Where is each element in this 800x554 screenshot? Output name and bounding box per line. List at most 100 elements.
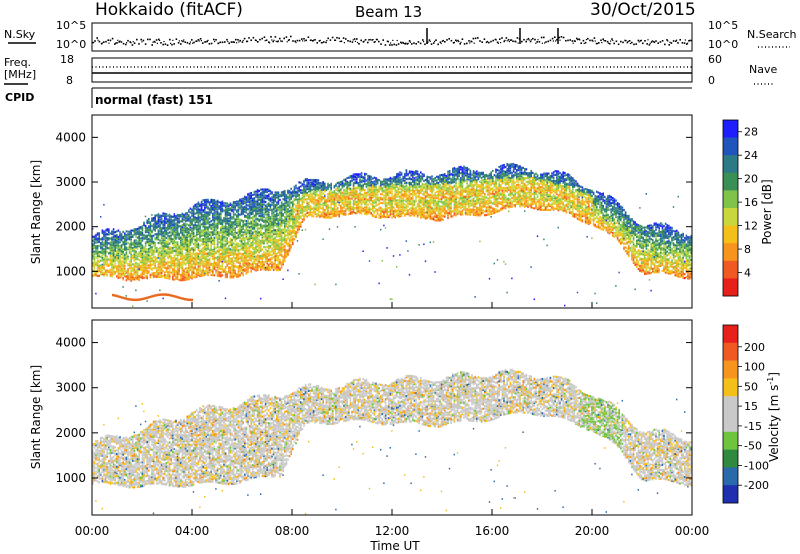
search-noise-point xyxy=(535,42,537,44)
echo-cell xyxy=(261,198,264,201)
echo-cell xyxy=(157,230,160,233)
echo-cell xyxy=(284,251,286,254)
echo-cell xyxy=(226,218,228,221)
echo-cell xyxy=(268,249,270,253)
echo-cell xyxy=(272,233,275,237)
echo-cell xyxy=(175,277,177,280)
scatter-point xyxy=(197,255,199,257)
echo-cell xyxy=(172,257,174,260)
echo-cell xyxy=(232,246,235,249)
echo-cell xyxy=(207,206,209,209)
echo-cell xyxy=(258,189,260,193)
echo-cell xyxy=(250,216,252,220)
echo-cell xyxy=(111,269,113,272)
echo-cell xyxy=(196,253,198,256)
echo-cell xyxy=(103,256,105,259)
echo-cell xyxy=(229,248,232,251)
echo-cell xyxy=(284,210,286,213)
echo-cell xyxy=(261,199,264,202)
echo-cell xyxy=(165,263,168,266)
echo-cell xyxy=(284,211,286,214)
echo-cell xyxy=(261,235,264,239)
echo-cell xyxy=(228,257,230,260)
echo-cell xyxy=(170,215,172,218)
echo-cell xyxy=(232,222,235,225)
echo-cell xyxy=(119,266,121,269)
echo-cell xyxy=(199,212,201,215)
echo-cell xyxy=(148,226,150,229)
echo-cell xyxy=(178,270,180,273)
echo-cell xyxy=(112,240,115,243)
echo-cell xyxy=(202,273,204,276)
echo-cell xyxy=(252,246,254,249)
scatter-point xyxy=(144,215,147,218)
echo-cell xyxy=(132,273,134,276)
echo-cell xyxy=(248,232,251,235)
echo-cell xyxy=(240,213,243,216)
echo-cell xyxy=(272,238,275,242)
echo-cell xyxy=(223,250,225,253)
echo-cell xyxy=(255,209,257,212)
echo-cell xyxy=(133,265,136,268)
echo-cell xyxy=(135,276,137,280)
echo-cell xyxy=(248,266,251,269)
echo-cell xyxy=(191,268,193,271)
search-noise-point xyxy=(473,42,475,44)
echo-cell xyxy=(133,228,136,231)
echo-cell xyxy=(122,242,124,245)
echo-cell xyxy=(218,272,220,275)
echo-cell xyxy=(151,252,153,255)
echo-cell xyxy=(183,260,185,263)
echo-cell xyxy=(242,210,244,213)
noise-point xyxy=(169,38,171,41)
scatter-point xyxy=(282,278,284,280)
echo-cell xyxy=(117,268,120,271)
echo-cell xyxy=(165,261,168,264)
echo-cell xyxy=(183,216,185,219)
echo-cell xyxy=(221,238,224,241)
echo-cell xyxy=(112,231,115,235)
echo-cell xyxy=(277,233,280,237)
echo-cell xyxy=(208,258,211,261)
echo-cell xyxy=(253,234,256,237)
echo-cell xyxy=(92,235,94,238)
echo-cell xyxy=(210,227,212,230)
echo-cell xyxy=(284,253,286,256)
echo-cell xyxy=(167,237,169,240)
echo-cell xyxy=(213,222,216,226)
echo-cell xyxy=(144,236,147,239)
echo-cell xyxy=(146,262,148,265)
echo-cell xyxy=(170,255,172,258)
echo-cell xyxy=(228,256,230,259)
echo-cell xyxy=(237,236,240,239)
echo-cell xyxy=(263,242,265,245)
echo-cell xyxy=(207,238,209,241)
echo-cell xyxy=(184,213,187,216)
echo-cell xyxy=(229,266,232,269)
echo-cell xyxy=(194,266,196,269)
search-noise-point xyxy=(181,40,183,42)
echo-cell xyxy=(264,234,267,237)
echo-cell xyxy=(168,216,171,219)
echo-cell xyxy=(197,210,200,213)
noise-point xyxy=(186,42,189,44)
echo-cell xyxy=(303,186,305,189)
echo-cell xyxy=(140,239,142,243)
echo-cell xyxy=(156,214,158,217)
echo-cell xyxy=(253,190,256,194)
echo-cell xyxy=(282,194,284,197)
echo-cell xyxy=(165,231,168,234)
echo-cell xyxy=(271,226,273,229)
echo-cell xyxy=(207,233,209,236)
echo-cell xyxy=(124,261,126,264)
echo-cell xyxy=(255,206,257,209)
echo-cell xyxy=(221,233,224,236)
noise-point xyxy=(171,43,173,46)
echo-cell xyxy=(143,234,145,237)
echo-cell xyxy=(252,241,254,244)
echo-cell xyxy=(167,277,169,280)
echo-cell xyxy=(316,212,318,216)
echo-cell xyxy=(196,225,198,228)
echo-cell xyxy=(108,229,110,232)
echo-cell xyxy=(98,232,100,235)
